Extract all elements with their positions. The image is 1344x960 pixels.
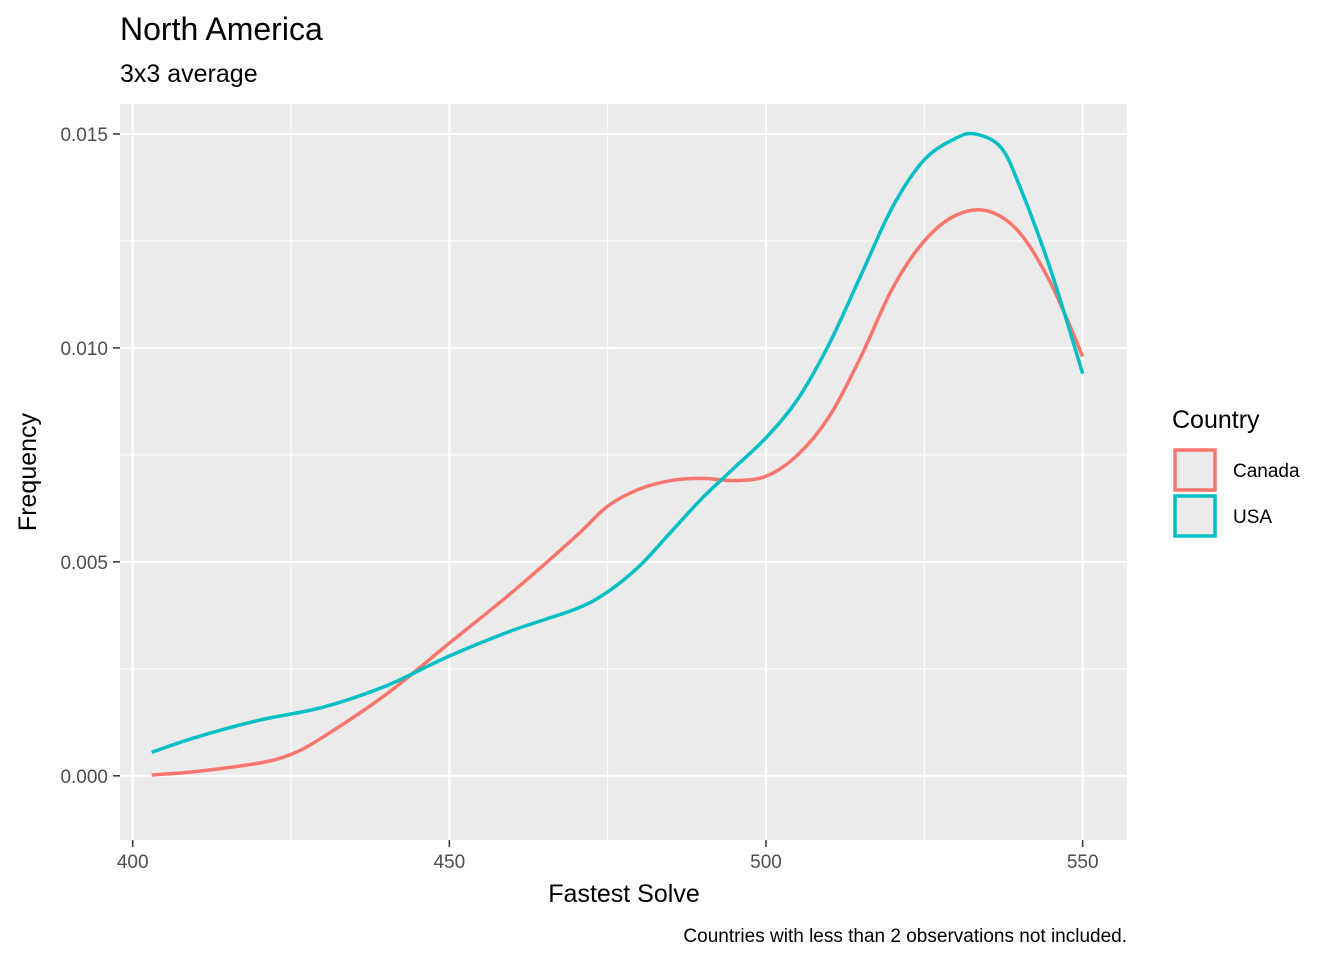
series-lines [151, 131, 1085, 777]
plot-panel [120, 104, 1127, 840]
y-tick-label: 0.010 [60, 339, 108, 360]
x-axis-title: Fastest Solve [548, 880, 699, 908]
y-tick-label: 0.015 [60, 125, 108, 146]
legend-key-usa [1173, 494, 1217, 538]
x-axis: 400 450 500 550 [117, 840, 1099, 873]
x-tick-label: 400 [117, 852, 149, 873]
legend-label-canada: Canada [1233, 461, 1300, 482]
y-tick-label: 0.005 [60, 553, 108, 574]
chart-title: North America [120, 11, 323, 47]
y-axis: 0.000 0.005 0.010 0.015 [60, 125, 120, 788]
minor-gridlines [120, 104, 1127, 840]
x-tick-label: 450 [433, 852, 465, 873]
x-tick-label: 500 [750, 852, 782, 873]
chart-caption: Countries with less than 2 observations … [683, 926, 1127, 947]
legend-label-usa: USA [1233, 507, 1272, 528]
y-tick-label: 0.000 [60, 767, 108, 788]
legend-title: Country [1172, 406, 1260, 434]
series-line-usa [151, 131, 1085, 754]
series-line-canada [151, 207, 1085, 777]
legend-key-canada [1173, 448, 1217, 492]
y-axis-title: Frequency [14, 412, 42, 531]
chart-subtitle: 3x3 average [120, 60, 258, 88]
legend: Country Canada USA [1172, 406, 1300, 538]
major-gridlines [120, 104, 1127, 840]
x-tick-label: 550 [1067, 852, 1099, 873]
